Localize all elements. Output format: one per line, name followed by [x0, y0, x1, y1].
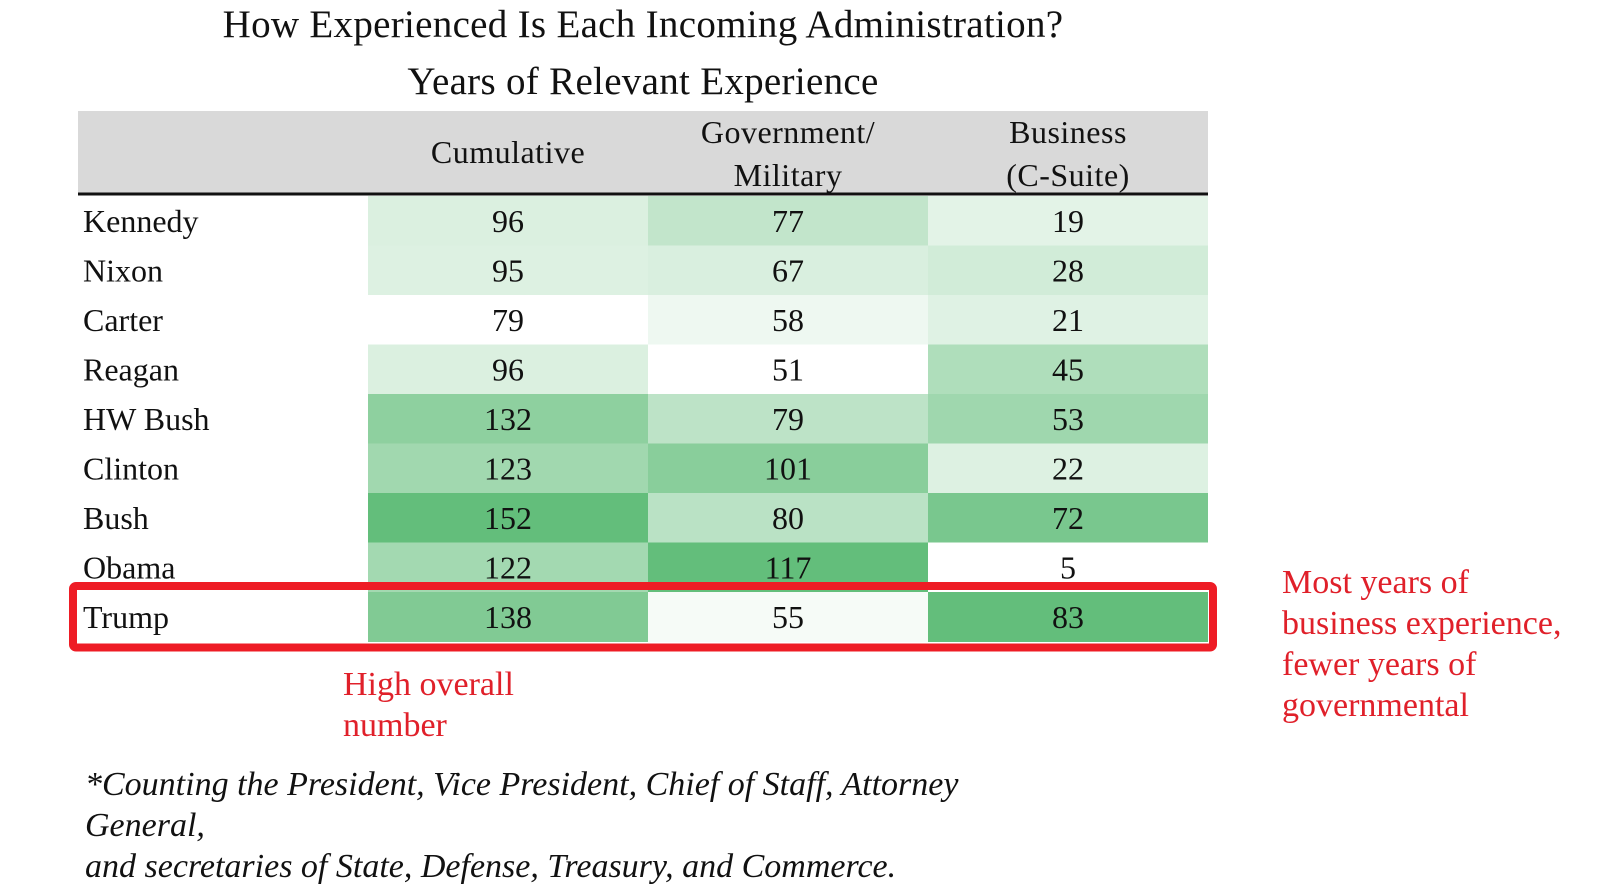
cell-value: 96: [492, 351, 524, 387]
cell-value: 45: [1052, 351, 1084, 387]
heatmap-cell: [928, 196, 1208, 246]
cell-value: 101: [764, 450, 812, 486]
column-header: Military: [734, 157, 843, 193]
heatmap-cell: [368, 493, 648, 543]
annotation-left-line: High overall: [343, 666, 514, 703]
heatmap-cell: [368, 443, 648, 494]
heatmap-cell: [368, 295, 648, 345]
row-label: Kennedy: [83, 203, 199, 239]
heatmap-cell: [928, 443, 1208, 494]
cell-value: 53: [1052, 401, 1084, 437]
cell-value: 83: [1052, 599, 1084, 635]
cell-value: 22: [1052, 450, 1084, 486]
heatmap-cell: [928, 394, 1208, 444]
row-label: Trump: [83, 599, 169, 635]
cell-value: 79: [492, 302, 524, 338]
cell-value: 123: [484, 450, 532, 486]
column-header: (C-Suite): [1006, 157, 1130, 193]
heatmap-cell: [368, 245, 648, 296]
heatmap-cell: [368, 344, 648, 395]
annotation-right-line: Most years of: [1282, 564, 1469, 601]
annotation-right: Most years of business experience, fewer…: [1282, 562, 1612, 734]
heatmap-cell: [368, 592, 648, 642]
cell-value: 5: [1060, 549, 1076, 585]
heatmap-cell: [648, 196, 928, 246]
footnote-line: General,: [85, 807, 205, 844]
heatmap-cell: [648, 493, 928, 543]
row-label: Reagan: [83, 351, 179, 387]
heatmap-cell: [928, 493, 1208, 543]
heatmap-cell: [928, 295, 1208, 345]
cell-value: 132: [484, 401, 532, 437]
chart-title: How Experienced Is Each Incoming Adminis…: [222, 3, 1064, 46]
annotation-right-line: governmental: [1282, 687, 1469, 724]
annotation-left: High overall number: [343, 664, 643, 746]
row-label: HW Bush: [83, 401, 210, 437]
cell-value: 96: [492, 203, 524, 239]
heatmap-cell: [928, 344, 1208, 395]
column-header: Business: [1009, 114, 1127, 150]
heatmap-cell: [648, 394, 928, 444]
column-header: Cumulative: [431, 134, 585, 170]
cell-value: 117: [765, 549, 812, 585]
chart-subtitle: Years of Relevant Experience: [407, 60, 879, 103]
row-label: Bush: [83, 500, 149, 536]
heatmap-cell: [648, 295, 928, 345]
cell-value: 138: [484, 599, 532, 635]
cell-value: 122: [484, 549, 532, 585]
heatmap-cell: [368, 196, 648, 246]
heatmap-cell: [648, 344, 928, 395]
heatmap-cell: [928, 245, 1208, 296]
heatmap-cell: [368, 394, 648, 444]
cell-value: 79: [772, 401, 804, 437]
row-label: Clinton: [83, 450, 179, 486]
annotation-left-line: number: [343, 707, 447, 744]
row-label: Nixon: [83, 252, 163, 288]
footnote-line: *Counting the President, Vice President,…: [85, 766, 959, 803]
heatmap-cell: [648, 245, 928, 296]
cell-value: 77: [772, 203, 804, 239]
annotation-right-line: fewer years of: [1282, 646, 1477, 683]
cell-value: 28: [1052, 252, 1084, 288]
cell-value: 152: [484, 500, 532, 536]
row-label: Obama: [83, 549, 175, 585]
cell-value: 80: [772, 500, 804, 536]
cell-value: 21: [1052, 302, 1084, 338]
column-header: Government/: [701, 114, 875, 150]
heatmap-cell: [928, 592, 1208, 642]
cell-value: 55: [772, 599, 804, 635]
heatmap-cell: [648, 443, 928, 494]
heatmap-cell: [648, 592, 928, 642]
header-background: [78, 111, 1208, 194]
cell-value: 67: [772, 252, 804, 288]
cell-value: 58: [772, 302, 804, 338]
footnote: *Counting the President, Vice President,…: [85, 764, 1265, 887]
row-label: Carter: [83, 302, 163, 338]
cell-value: 19: [1052, 203, 1084, 239]
footnote-line: and secretaries of State, Defense, Treas…: [85, 848, 897, 885]
cell-value: 95: [492, 252, 524, 288]
highlight-box: [69, 582, 1217, 652]
cell-value: 72: [1052, 500, 1084, 536]
annotation-right-line: business experience,: [1282, 605, 1562, 642]
cell-value: 51: [772, 351, 804, 387]
